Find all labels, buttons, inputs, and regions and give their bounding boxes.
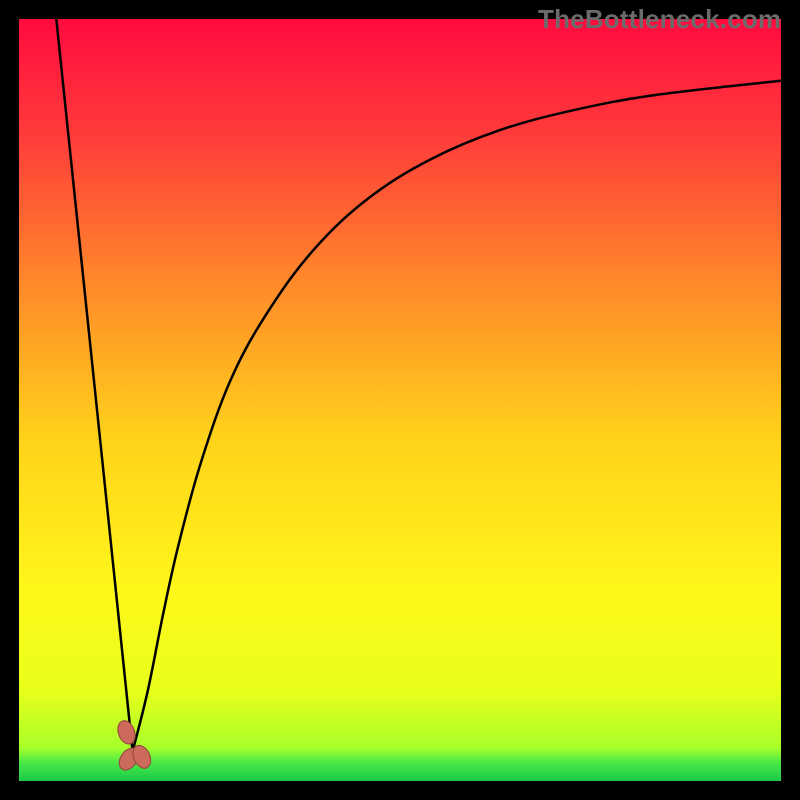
chart-stage: TheBottleneck.com bbox=[0, 0, 800, 800]
bottleneck-plot bbox=[0, 0, 800, 800]
gradient-background bbox=[18, 18, 782, 782]
watermark-label: TheBottleneck.com bbox=[538, 4, 781, 35]
